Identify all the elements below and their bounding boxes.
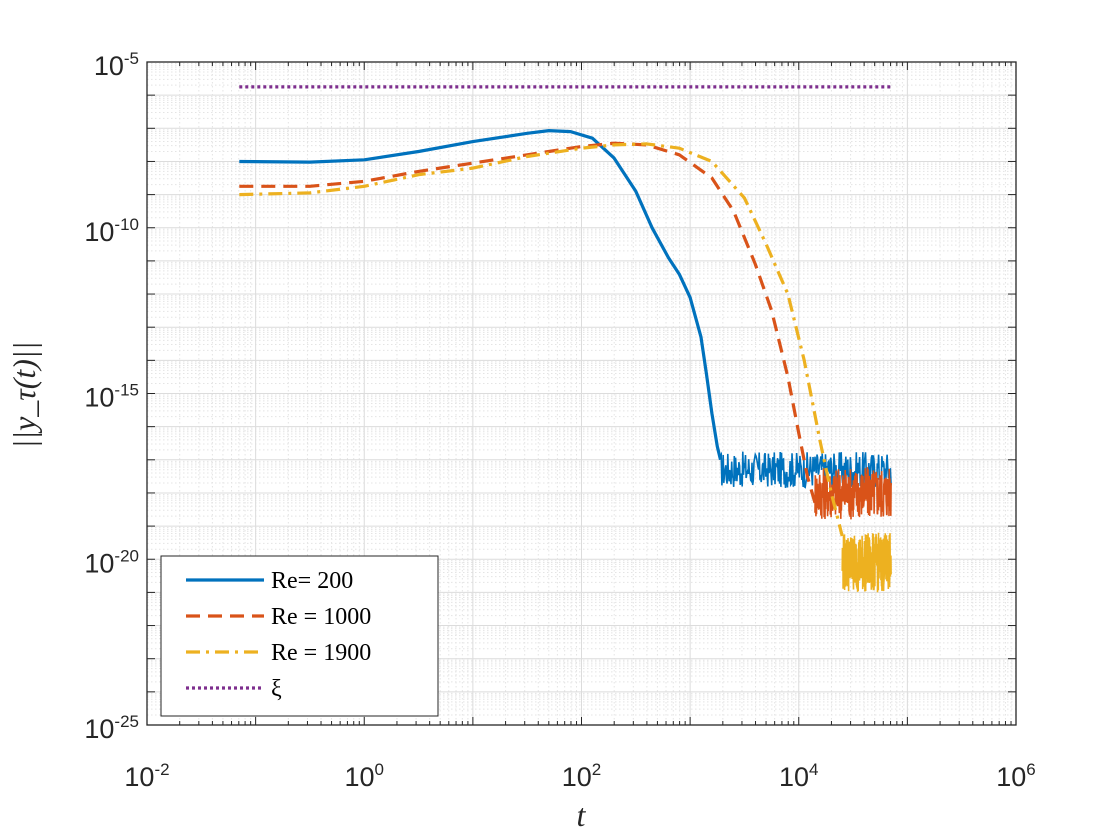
x-tick-label-base: 10: [779, 762, 809, 792]
x-tick-label-base: 10: [562, 762, 592, 792]
y-tick-label: 10-10: [84, 215, 139, 247]
y-tick-label-exponent: -15: [114, 381, 139, 400]
x-tick-label: 102: [562, 760, 602, 792]
y-tick-label: 10-5: [94, 49, 139, 81]
series-noise-2: [841, 532, 892, 593]
x-tick-label-exponent: 4: [809, 760, 818, 779]
x-tick-label-base: 10: [996, 762, 1026, 792]
legend-box: [160, 555, 439, 717]
x-tick-label-exponent: 6: [1026, 760, 1035, 779]
series-line-1: [239, 141, 817, 504]
y-axis-label: ||y_τ(t)||: [6, 341, 42, 448]
x-tick-labels: 10-2 100 102 104 106: [124, 760, 1035, 792]
legend-label-1: Re = 1000: [271, 604, 371, 630]
series-group: [239, 85, 892, 593]
x-tick-label-base: 10: [344, 762, 374, 792]
legend: Re= 200 Re = 1000 Re = 1900 ξ: [160, 555, 439, 717]
series-noise-0: [719, 451, 892, 489]
y-tick-label-base: 10: [84, 548, 114, 578]
y-tick-label-exponent: -5: [124, 49, 139, 68]
series-noise-1: [814, 467, 892, 520]
y-tick-label-base: 10: [84, 714, 114, 744]
x-tick-label-exponent: -2: [154, 760, 169, 779]
x-tick-label-base: 10: [124, 762, 154, 792]
series-line-2: [239, 142, 844, 537]
grid-lines: [146, 61, 1017, 726]
y-tick-label-base: 10: [84, 383, 114, 413]
x-tick-label-exponent: 2: [592, 760, 601, 779]
y-tick-label-exponent: -10: [114, 215, 139, 234]
x-tick-label-exponent: 0: [375, 760, 384, 779]
series-line-0: [239, 129, 723, 461]
x-tick-label: 100: [344, 760, 384, 792]
y-tick-label: 10-20: [84, 546, 139, 578]
y-tick-label-base: 10: [94, 51, 124, 81]
y-tick-label-base: 10: [84, 217, 114, 247]
legend-label-2: Re = 1900: [271, 640, 371, 666]
legend-label-3: ξ: [271, 676, 282, 702]
x-tick-label: 106: [996, 760, 1036, 792]
x-axis-label: t: [577, 797, 587, 833]
y-tick-label-exponent: -20: [114, 546, 139, 565]
tick-marks: [146, 61, 1017, 726]
legend-label-0: Re= 200: [271, 568, 353, 594]
y-tick-label: 10-25: [84, 712, 139, 744]
x-tick-label: 104: [779, 760, 819, 792]
y-tick-label-exponent: -25: [114, 712, 139, 731]
x-tick-label: 10-2: [124, 760, 169, 792]
y-tick-label: 10-15: [84, 381, 139, 413]
